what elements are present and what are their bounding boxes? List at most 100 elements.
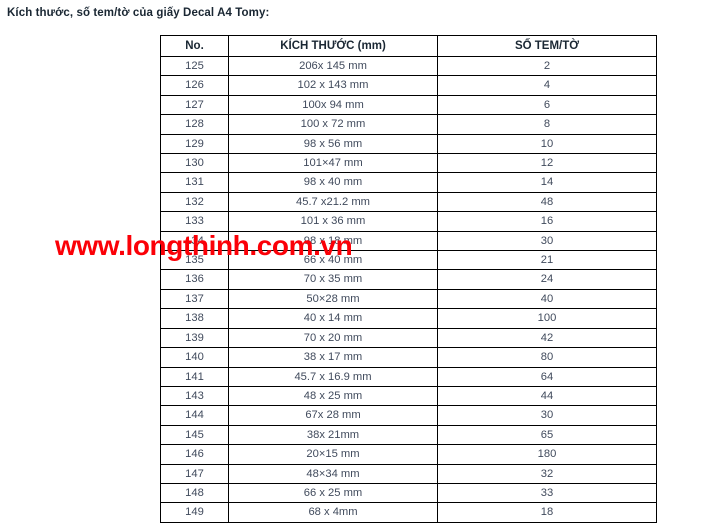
table-row: 137 50×28 mm 40 — [160, 288, 657, 310]
table-row: 145 38x 21mm 65 — [160, 424, 657, 446]
table-row: 144 67x 28 mm 30 — [160, 405, 657, 426]
decal-size-table-container: No. KÍCH THƯỚC (mm) SỐ TEM/TỜ 125 206x 14… — [160, 35, 657, 523]
cell-count: 8 — [437, 114, 657, 135]
cell-size: 98 x 18 mm — [228, 230, 438, 252]
cell-no: 133 — [160, 211, 229, 232]
cell-no: 126 — [160, 75, 229, 96]
table-row: 134 98 x 18 mm 30 — [160, 230, 657, 252]
cell-size: 66 x 40 mm — [228, 250, 438, 271]
table-row: 141 45.7 x 16.9 mm 64 — [160, 366, 657, 387]
table-row: 143 48 x 25 mm 44 — [160, 385, 657, 407]
cell-size: 206x 145 mm — [228, 55, 438, 77]
cell-no: 137 — [160, 288, 229, 310]
table-row: 148 66 x 25 mm 33 — [160, 482, 657, 504]
cell-no: 138 — [160, 308, 229, 329]
cell-size: 48 x 25 mm — [228, 385, 438, 407]
table-row: 147 48×34 mm 32 — [160, 463, 657, 484]
cell-size: 66 x 25 mm — [228, 482, 438, 504]
cell-count: 180 — [437, 444, 657, 465]
cell-size: 45.7 x 16.9 mm — [228, 366, 438, 387]
cell-no: 128 — [160, 114, 229, 135]
table-row: 135 66 x 40 mm 21 — [160, 250, 657, 271]
cell-size: 68 x 4mm — [228, 502, 438, 523]
cell-count: 33 — [437, 482, 657, 504]
cell-no: 149 — [160, 502, 229, 523]
table-row: 149 68 x 4mm 18 — [160, 502, 657, 523]
cell-no: 134 — [160, 230, 229, 252]
table-header: No. KÍCH THƯỚC (mm) SỐ TEM/TỜ — [160, 35, 657, 57]
table-row: 136 70 x 35 mm 24 — [160, 269, 657, 290]
table-row: 130 101×47 mm 12 — [160, 153, 657, 174]
cell-size: 100x 94 mm — [228, 94, 438, 116]
cell-size: 101 x 36 mm — [228, 211, 438, 232]
cell-no: 141 — [160, 366, 229, 387]
cell-count: 64 — [437, 366, 657, 387]
cell-no: 144 — [160, 405, 229, 426]
table-row: 126 102 x 143 mm 4 — [160, 75, 657, 96]
cell-no: 132 — [160, 191, 229, 213]
page-title: Kích thước, số tem/tờ của giấy Decal A4 … — [7, 7, 270, 19]
table-row: 140 38 x 17 mm 80 — [160, 347, 657, 368]
cell-size: 20×15 mm — [228, 444, 438, 465]
cell-count: 16 — [437, 211, 657, 232]
cell-count: 42 — [437, 327, 657, 349]
cell-count: 80 — [437, 347, 657, 368]
table-row: 129 98 x 56 mm 10 — [160, 133, 657, 155]
cell-size: 48×34 mm — [228, 463, 438, 484]
cell-count: 48 — [437, 191, 657, 213]
table-row: 146 20×15 mm 180 — [160, 444, 657, 465]
cell-count: 18 — [437, 502, 657, 523]
cell-count: 30 — [437, 405, 657, 426]
cell-no: 140 — [160, 347, 229, 368]
cell-no: 146 — [160, 444, 229, 465]
cell-count: 12 — [437, 153, 657, 174]
cell-count: 4 — [437, 75, 657, 96]
cell-count: 40 — [437, 288, 657, 310]
decal-size-table: No. KÍCH THƯỚC (mm) SỐ TEM/TỜ 125 206x 14… — [160, 35, 657, 523]
cell-count: 30 — [437, 230, 657, 252]
cell-count: 32 — [437, 463, 657, 484]
cell-no: 129 — [160, 133, 229, 155]
cell-no: 125 — [160, 55, 229, 77]
cell-no: 131 — [160, 172, 229, 193]
cell-size: 98 x 40 mm — [228, 172, 438, 193]
cell-size: 70 x 35 mm — [228, 269, 438, 290]
table-header-row: No. KÍCH THƯỚC (mm) SỐ TEM/TỜ — [160, 35, 657, 57]
cell-no: 130 — [160, 153, 229, 174]
column-header-count: SỐ TEM/TỜ — [437, 35, 657, 57]
cell-count: 44 — [437, 385, 657, 407]
cell-no: 127 — [160, 94, 229, 116]
cell-count: 14 — [437, 172, 657, 193]
column-header-size: KÍCH THƯỚC (mm) — [228, 35, 438, 57]
table-row: 138 40 x 14 mm 100 — [160, 308, 657, 329]
table-row: 128 100 x 72 mm 8 — [160, 114, 657, 135]
cell-size: 45.7 x21.2 mm — [228, 191, 438, 213]
cell-count: 10 — [437, 133, 657, 155]
cell-no: 135 — [160, 250, 229, 271]
table-row: 139 70 x 20 mm 42 — [160, 327, 657, 349]
cell-no: 147 — [160, 463, 229, 484]
cell-size: 70 x 20 mm — [228, 327, 438, 349]
cell-no: 136 — [160, 269, 229, 290]
cell-size: 98 x 56 mm — [228, 133, 438, 155]
table-row: 132 45.7 x21.2 mm 48 — [160, 191, 657, 213]
cell-no: 143 — [160, 385, 229, 407]
cell-count: 21 — [437, 250, 657, 271]
column-header-no: No. — [160, 35, 229, 57]
cell-no: 145 — [160, 424, 229, 446]
table-row: 127 100x 94 mm 6 — [160, 94, 657, 116]
cell-count: 24 — [437, 269, 657, 290]
cell-count: 2 — [437, 55, 657, 77]
cell-size: 38x 21mm — [228, 424, 438, 446]
cell-size: 40 x 14 mm — [228, 308, 438, 329]
cell-size: 101×47 mm — [228, 153, 438, 174]
cell-size: 67x 28 mm — [228, 405, 438, 426]
table-row: 133 101 x 36 mm 16 — [160, 211, 657, 232]
cell-size: 38 x 17 mm — [228, 347, 438, 368]
table-row: 125 206x 145 mm 2 — [160, 55, 657, 77]
cell-no: 139 — [160, 327, 229, 349]
cell-size: 100 x 72 mm — [228, 114, 438, 135]
cell-count: 100 — [437, 308, 657, 329]
table-row: 131 98 x 40 mm 14 — [160, 172, 657, 193]
cell-count: 6 — [437, 94, 657, 116]
